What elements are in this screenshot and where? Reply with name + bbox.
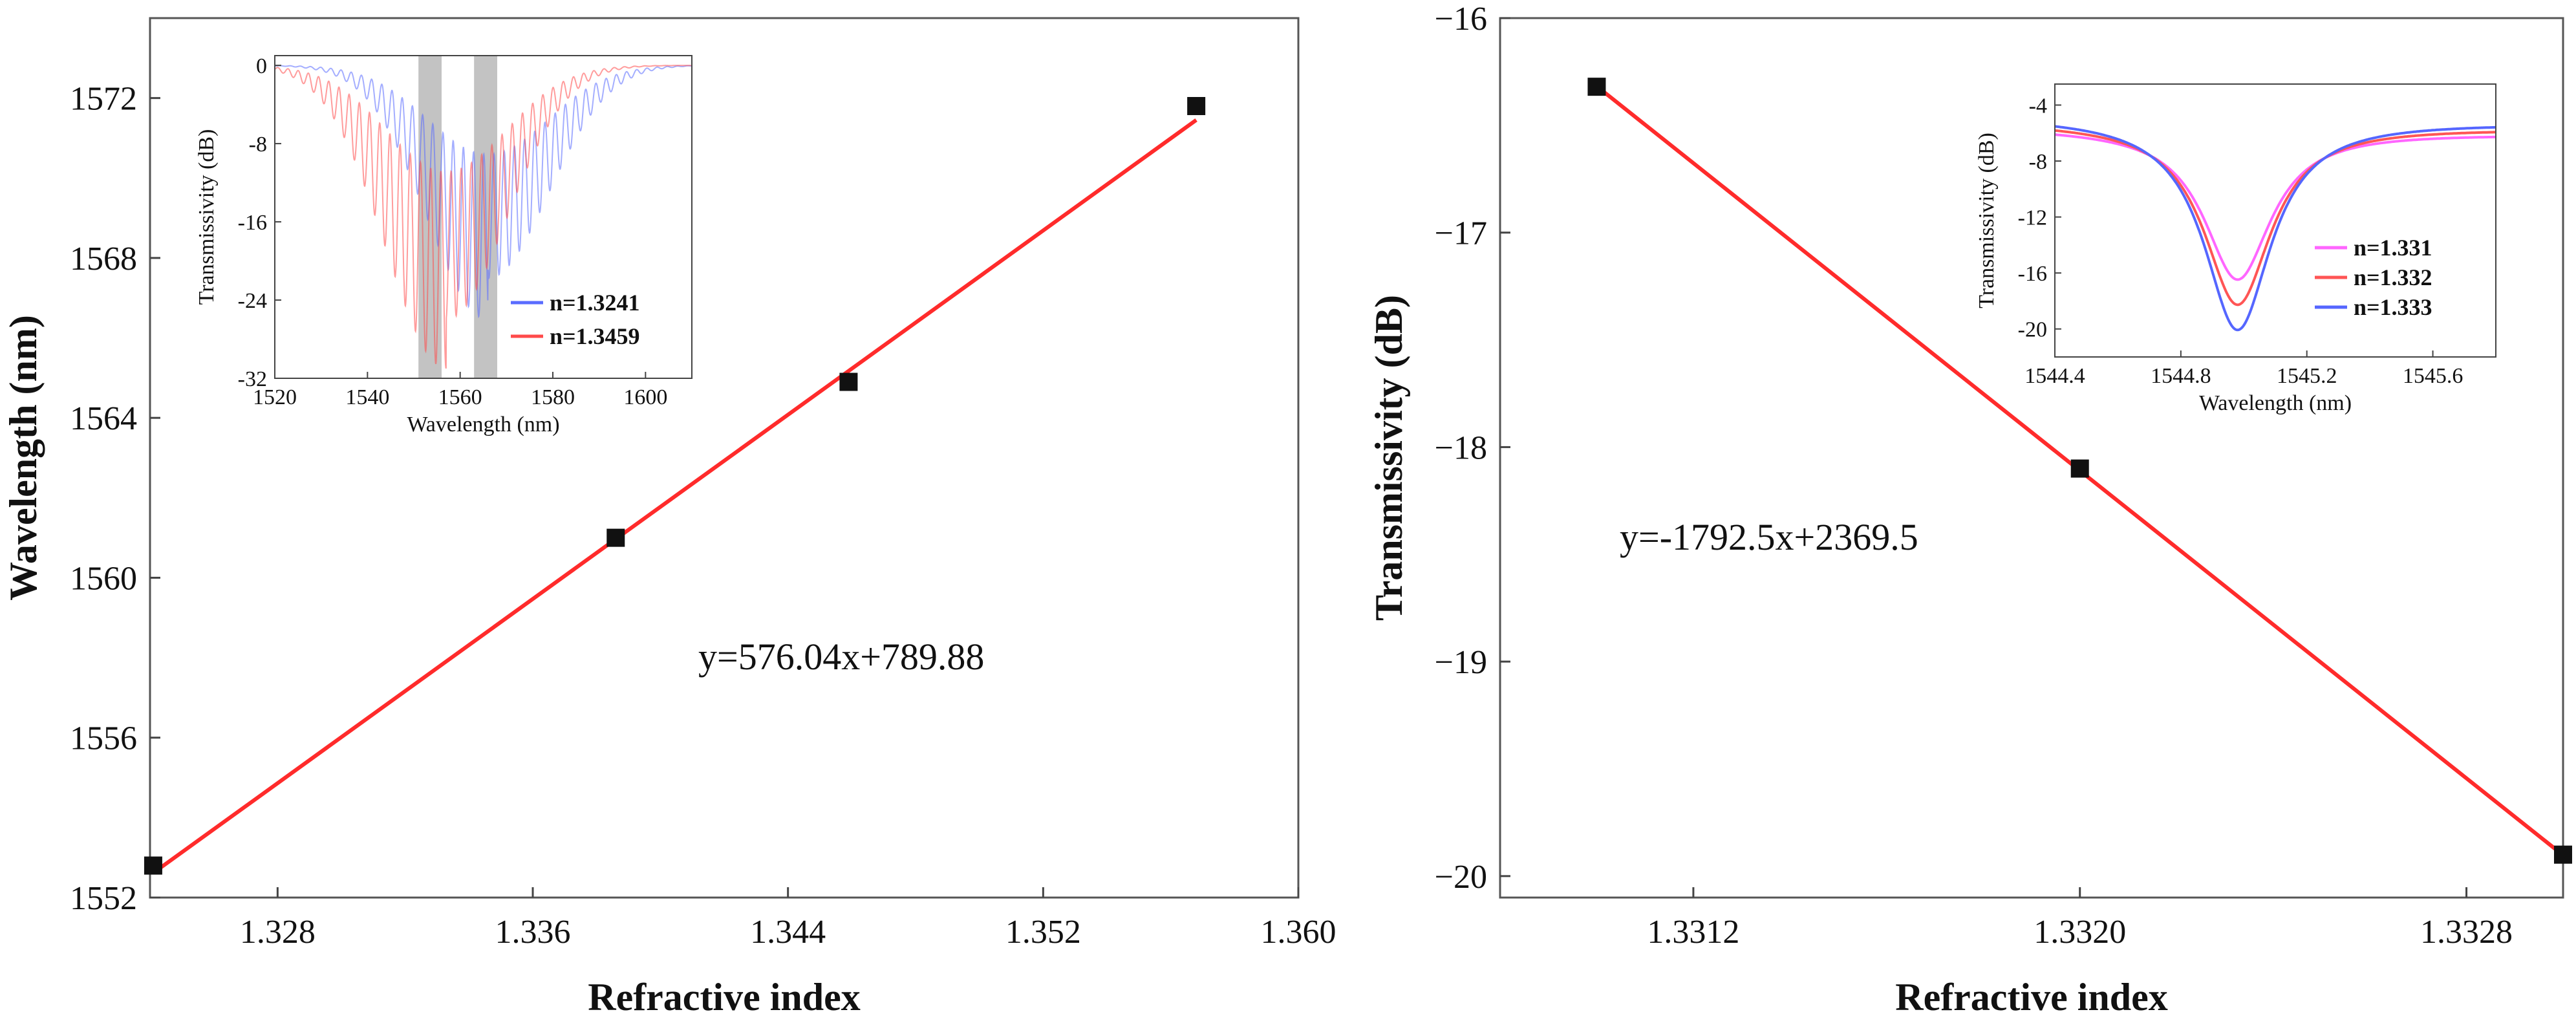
- x-tick-label: 1.3312: [1647, 914, 1739, 951]
- fit-equation: y=576.04x+789.88: [698, 636, 984, 678]
- legend-label: n=1.331: [2354, 235, 2432, 261]
- y-tick-label: 1572: [70, 81, 137, 118]
- inset-series-curve: [2055, 133, 2496, 281]
- x-tick-label: 1.344: [750, 914, 826, 951]
- plot-frame: [1499, 17, 2564, 899]
- inset-y-tick-label: -8: [2029, 150, 2047, 174]
- inset-x-axis-title: Wavelength (nm): [2199, 391, 2352, 415]
- x-tick-label: 1.336: [495, 914, 571, 951]
- legend-label: n=1.333: [2354, 294, 2432, 320]
- data-point: [1587, 78, 1606, 96]
- y-tick-label: −16: [1435, 1, 1487, 38]
- data-point: [2554, 845, 2572, 864]
- data-point: [839, 372, 858, 391]
- plot-frame: [149, 17, 1300, 899]
- y-tick-label: 1564: [70, 400, 137, 437]
- inset-y-tick-label: -16: [2018, 262, 2047, 286]
- inset-x-tick-label: 1545.2: [2277, 364, 2337, 388]
- inset-legend: n=1.331 n=1.332 n=1.333: [2315, 235, 2432, 320]
- inset-plot-2: 1544.4 1544.8 1545.2 1545.6 -4 -8 -12 -16 -20 Wav…: [1975, 83, 2496, 415]
- x-axis-title: Refractive index: [1895, 976, 2168, 1018]
- fit-equation: y=-1792.5x+2369.5: [1620, 516, 1918, 558]
- y-axis-title: Transmissivity (dB): [1368, 295, 1410, 621]
- inset-series-curve: [2055, 125, 2496, 332]
- y-tick-label: 1568: [70, 241, 137, 277]
- inset-curves: [275, 65, 692, 369]
- inset-series-curve: [275, 65, 692, 319]
- inset-curves: [2055, 125, 2496, 332]
- chart-panel-1: 1.328 1.336 1.344 1.352 1.360 1552 1556 1560 156…: [2, 17, 1336, 1018]
- legend-label: n=1.3459: [550, 323, 640, 349]
- inset-plot-1: 1520 1540 1560 1580 1600 0 -8 -16 -24 -32 Waveleng…: [195, 54, 692, 436]
- inset-x-tick-label: 1544.8: [2151, 364, 2211, 388]
- inset-frame: [2054, 83, 2496, 358]
- x-tick-label: 1.328: [240, 914, 316, 951]
- inset-legend: n=1.3241 n=1.3459: [511, 290, 640, 349]
- y-axis-title: Wavelength (nm): [2, 315, 45, 601]
- inset-x-tick-label: 1580: [531, 385, 575, 409]
- inset-frame: [274, 55, 692, 379]
- x-tick-label: 1.3320: [2034, 914, 2126, 951]
- inset-series-curve: [275, 65, 692, 369]
- y-tick-label: 1552: [70, 880, 137, 917]
- inset-y-axis-title: Transmissivity (dB): [1975, 133, 1999, 308]
- inset-x-tick-label: 1544.4: [2024, 364, 2085, 388]
- y-tick-label: 1560: [70, 560, 137, 597]
- inset-y-tick-label: -32: [238, 367, 267, 391]
- x-axis-title: Refractive index: [588, 976, 861, 1018]
- x-tick-label: 1.3328: [2420, 914, 2513, 951]
- y-tick-label: −20: [1435, 859, 1487, 896]
- inset-series-curve: [2055, 129, 2496, 307]
- y-tick-label: −17: [1435, 215, 1487, 252]
- y-tick-label: −18: [1435, 429, 1487, 466]
- inset-x-tick-label: 1540: [345, 385, 389, 409]
- inset-y-tick-label: -12: [2018, 206, 2047, 230]
- data-point: [2070, 459, 2089, 478]
- data-point: [606, 528, 625, 547]
- inset-x-tick-label: 1520: [253, 385, 297, 409]
- data-point: [1187, 97, 1206, 115]
- inset-y-tick-label: -8: [249, 133, 267, 156]
- inset-x-tick-label: 1545.6: [2403, 364, 2463, 388]
- fit-line: [152, 118, 1197, 875]
- y-tick-label: −19: [1435, 644, 1487, 681]
- inset-y-tick-label: -16: [238, 211, 267, 235]
- inset-x-tick-label: 1560: [438, 385, 482, 409]
- chart-panel-2: 1.3312 1.3320 1.3328 −16 −17 −18 −19 −20 Refract…: [1368, 1, 2572, 1018]
- inset-y-tick-label: 0: [256, 54, 267, 78]
- inset-y-tick-label: -24: [238, 289, 267, 313]
- data-point: [144, 856, 162, 875]
- inset-x-tick-label: 1600: [623, 385, 667, 409]
- x-tick-label: 1.352: [1005, 914, 1081, 951]
- x-tick-label: 1.360: [1261, 914, 1336, 951]
- y-tick-label: 1556: [70, 720, 137, 757]
- inset-y-tick-label: -4: [2029, 94, 2047, 118]
- legend-label: n=1.3241: [550, 290, 640, 316]
- inset-y-axis-title: Transmissivity (dB): [195, 129, 219, 305]
- inset-x-axis-title: Wavelength (nm): [407, 413, 559, 436]
- inset-y-tick-label: -20: [2018, 318, 2047, 342]
- legend-label: n=1.332: [2354, 264, 2432, 290]
